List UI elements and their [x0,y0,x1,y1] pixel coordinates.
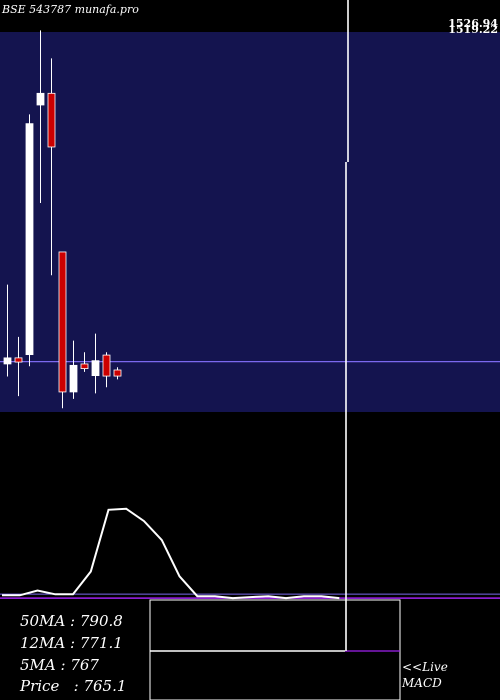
ma-row-5: 5MA : 767 [20,656,99,674]
candle-body [25,123,34,356]
ma-row-label: Price [20,677,69,695]
ma-row-value: 767 [70,656,99,674]
candle-body [3,357,12,365]
candle-body [36,92,45,106]
ma-row-label: 5MA [20,656,56,674]
ma-row-value: 771.1 [79,634,123,652]
live-link-line2: MACD [402,676,442,690]
candle-body [80,363,89,370]
candle-body [113,369,122,377]
candle-body [91,360,100,377]
ma-row-value: 765.1 [83,677,127,695]
ma-row-price: Price : 765.1 [20,677,127,695]
ma-row-value: 790.8 [79,612,123,630]
live-link-line1: <<Live [402,660,448,674]
candle-body [102,354,111,377]
price-label-low: 1519.22 [448,23,498,36]
ma-row-12: 12MA : 771.1 [20,634,123,652]
macd-line [2,507,340,600]
candle-body [47,92,56,148]
live-macd-link[interactable]: <<Live MACD [402,659,448,691]
candle-body [69,364,78,393]
price-label-high: 1526.94 [448,17,498,30]
ma-row-50: 50MA : 790.8 [20,612,123,630]
candle-body [58,251,67,393]
ma-panel-box [149,599,401,700]
price-panel [0,32,500,412]
ma-row-label: 12MA [20,634,66,652]
candle-body [14,357,23,363]
ma-row-label: 50MA [20,612,66,630]
chart-title: BSE 543787 munafa.pro [2,3,139,16]
